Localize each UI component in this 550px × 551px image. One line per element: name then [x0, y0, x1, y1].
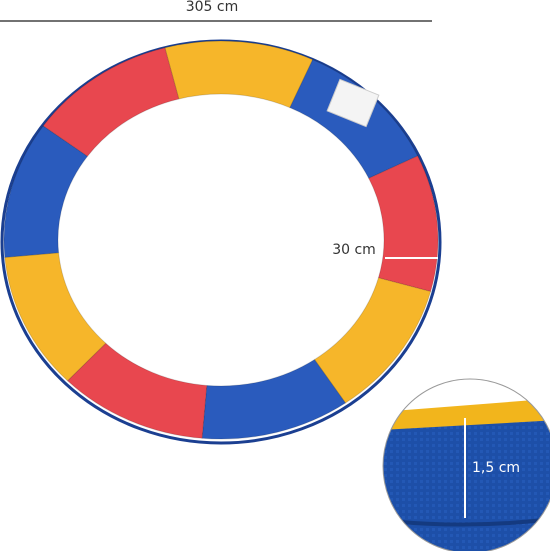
pad-segment	[4, 252, 107, 382]
pad-segment	[42, 47, 180, 157]
width-label: 30 cm	[332, 242, 376, 258]
inset-border	[382, 378, 550, 551]
label-patch	[326, 78, 380, 128]
pad-segment	[3, 125, 89, 258]
pad-segment	[201, 358, 347, 440]
pad-segment	[164, 40, 314, 109]
pad-segment	[313, 277, 432, 404]
inset-detail: 1,5 cm	[383, 379, 550, 551]
thickness-label: 1,5 cm	[472, 460, 520, 476]
inset-yellow-edge	[383, 398, 550, 430]
diameter-label: 305 cm	[186, 0, 239, 15]
